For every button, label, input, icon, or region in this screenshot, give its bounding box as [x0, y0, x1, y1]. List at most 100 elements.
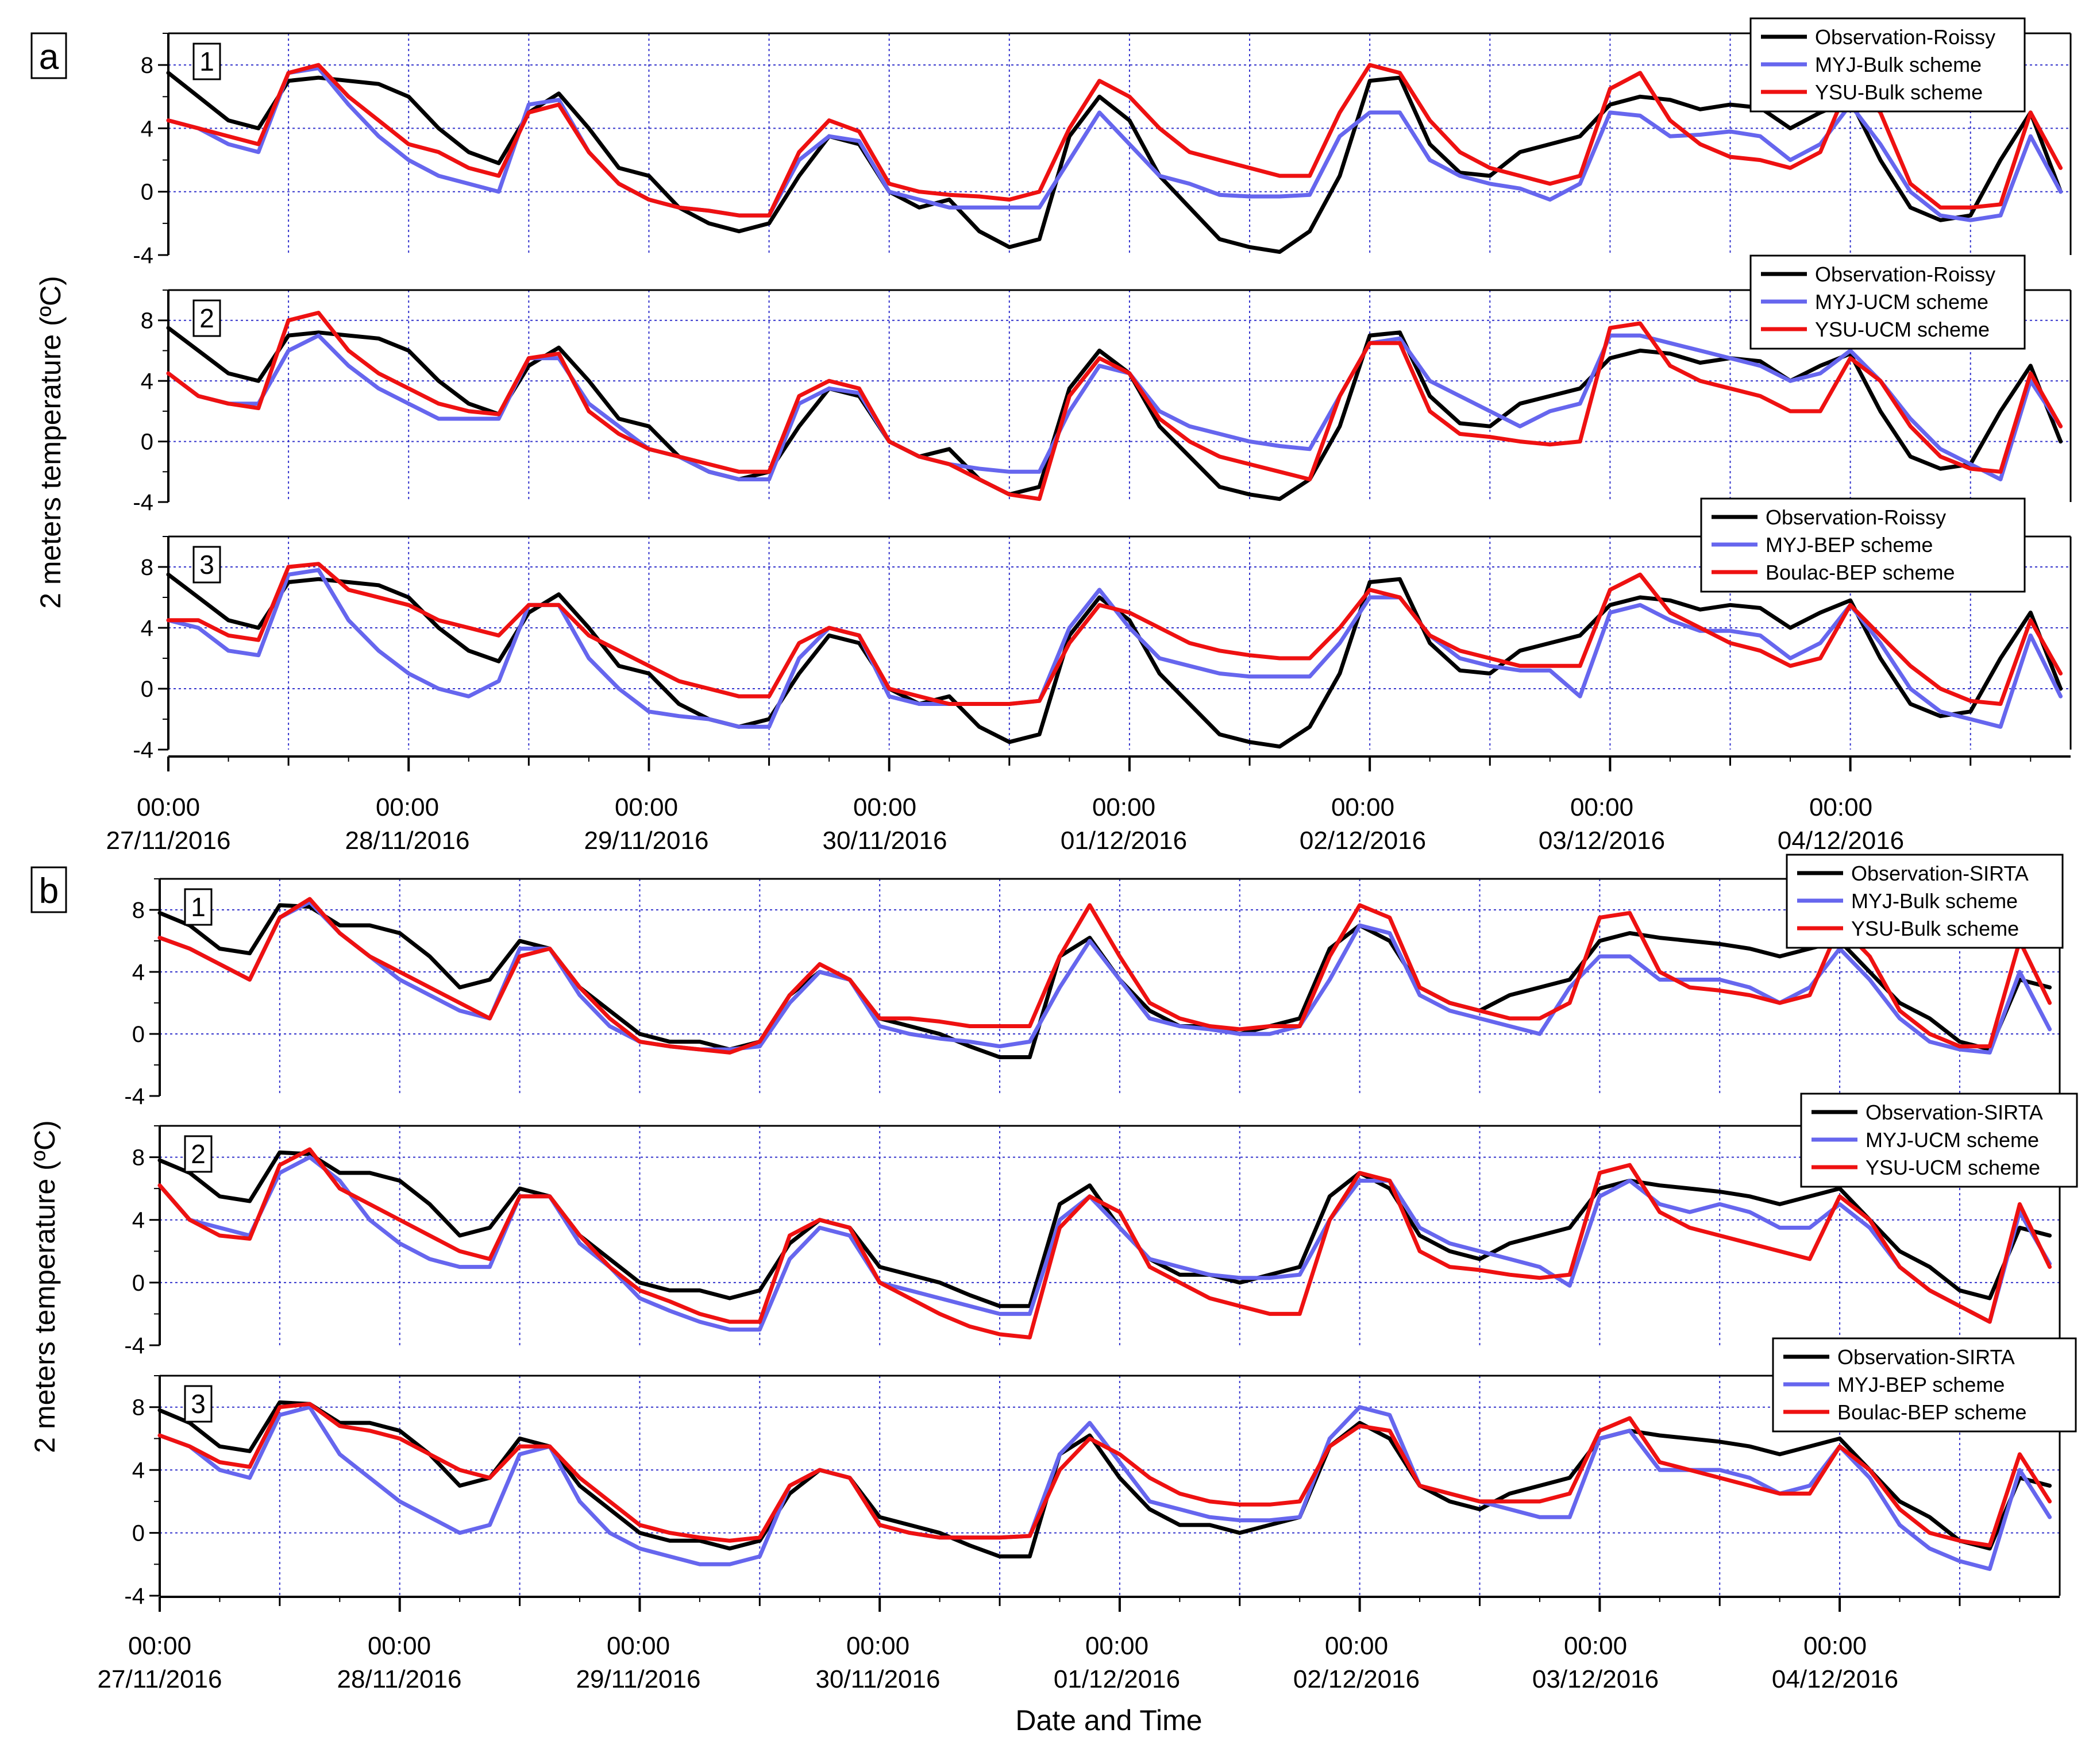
- time-label: 00:00: [376, 793, 439, 821]
- time-label: 00:00: [1085, 1632, 1148, 1660]
- y-tick-label: -4: [133, 738, 153, 763]
- y-tick-label: 0: [141, 430, 153, 455]
- series-line-ysu-ucm-scheme: [157, 1147, 2052, 1340]
- date-label: 01/12/2016: [1054, 1665, 1180, 1693]
- date-label: 03/12/2016: [1539, 827, 1665, 855]
- legend-label: YSU-UCM scheme: [1815, 318, 1990, 341]
- y-tick-label: 8: [132, 898, 145, 923]
- panel-b-box: [30, 866, 67, 913]
- subplot-b1: -4 0 4 8 1 Observation-SIRTA MYJ-Bulk scheme YS…: [124, 854, 2064, 1109]
- subplot-number-box: [184, 1135, 213, 1173]
- series-line-observation-roissy: [166, 326, 2063, 501]
- time-label: 00:00: [1809, 793, 1872, 821]
- y-tick-label: 0: [132, 1022, 145, 1047]
- legend-label: Observation-Roissy: [1815, 263, 1995, 286]
- y-tick-label: 0: [141, 180, 153, 205]
- time-label: 00:00: [137, 793, 200, 821]
- time-label: 00:00: [1325, 1632, 1388, 1660]
- subplot-b2: -4 0 4 8 2 Observation-SIRTA MYJ-UCM scheme YSU…: [124, 1093, 2078, 1358]
- subplot-number-box: [192, 43, 221, 80]
- date-label: 02/12/2016: [1293, 1665, 1420, 1693]
- legend-label: MYJ-Bulk scheme: [1815, 53, 1982, 76]
- series-line-ysu-ucm-scheme: [166, 311, 2063, 501]
- y-tick-label: -4: [133, 243, 153, 268]
- date-label: 04/12/2016: [1778, 827, 1904, 855]
- x-axis-title: Date and Time: [1015, 1704, 1202, 1736]
- subplot-a2: -4 0 4 8 2 Observation-Roissy MYJ-UCM scheme YS…: [133, 254, 2072, 515]
- legend-label: MYJ-UCM scheme: [1866, 1128, 2039, 1152]
- series-line-myj-bulk-scheme: [157, 900, 2052, 1055]
- y-tick-label: 8: [141, 53, 153, 78]
- subplot-number: 3: [191, 1389, 206, 1419]
- date-label: 28/11/2016: [345, 827, 470, 855]
- legend-label: Observation-SIRTA: [1837, 1345, 2015, 1369]
- legend: Observation-SIRTA MYJ-BEP scheme Boulac-BE…: [1772, 1337, 2077, 1433]
- y-tick-label: -4: [124, 1084, 145, 1109]
- series-line-boulac-bep-scheme: [157, 1402, 2052, 1547]
- subplot-b3: -4 0 4 8 3 Observation-SIRTA MYJ-BEP scheme Bou…: [124, 1337, 2077, 1609]
- x-axis-b: [159, 1596, 2060, 1612]
- legend-label: Boulac-BEP scheme: [1766, 561, 1955, 584]
- y-tick-label: 4: [141, 116, 153, 141]
- subplot-number-box: [184, 888, 213, 926]
- legend-label: MYJ-BEP scheme: [1766, 533, 1933, 557]
- y-tick-label: -4: [124, 1584, 145, 1609]
- subplot-number: 2: [191, 1139, 206, 1169]
- panel-b-letter: b: [39, 871, 59, 911]
- y-tick-label: 8: [141, 308, 153, 334]
- series-line-observation-roissy: [166, 71, 2063, 254]
- subplot-a3: -4 0 4 8 3 Observation-Roissy MYJ-BEP scheme Bo…: [133, 497, 2072, 763]
- panel-a-letter: a: [39, 37, 59, 77]
- plot-layer: -4 0 4 8 1 Observation-Roissy MYJ-Bulk scheme Y…: [124, 17, 2078, 1612]
- panel-a-box: [30, 32, 67, 79]
- time-label: 00:00: [846, 1632, 909, 1660]
- subplot-number: 1: [191, 892, 206, 922]
- legend-label: MYJ-UCM scheme: [1815, 290, 1988, 314]
- time-label: 00:00: [368, 1632, 431, 1660]
- date-label: 27/11/2016: [106, 827, 231, 855]
- series-line-ysu-bulk-scheme: [157, 897, 2052, 1055]
- date-label: 27/11/2016: [98, 1665, 222, 1693]
- series-line-myj-ucm-scheme: [157, 1155, 2052, 1332]
- time-label: 00:00: [128, 1632, 191, 1660]
- y-tick-label: 4: [132, 1458, 145, 1483]
- legend: Observation-SIRTA MYJ-Bulk scheme YSU-Bulk…: [1786, 854, 2064, 949]
- y-tick-label: -4: [124, 1333, 145, 1358]
- date-label: 28/11/2016: [337, 1665, 462, 1693]
- date-axis-b: 00:00 00:00 00:00 00:00 00:00 00:00 00:0…: [98, 1632, 1899, 1693]
- legend-label: Observation-SIRTA: [1866, 1101, 2043, 1124]
- legend: Observation-Roissy MYJ-UCM scheme YSU-UCM …: [1749, 254, 2026, 350]
- legend-label: YSU-Bulk scheme: [1815, 80, 1983, 104]
- time-label: 00:00: [1092, 793, 1155, 821]
- y-tick-label: 4: [132, 960, 145, 985]
- y-tick-label: 8: [132, 1395, 145, 1421]
- legend: Observation-Roissy MYJ-BEP scheme Boulac-B…: [1700, 497, 2026, 593]
- date-label: 02/12/2016: [1300, 827, 1426, 855]
- date-label: 29/11/2016: [576, 1665, 701, 1693]
- time-label: 00:00: [1331, 793, 1394, 821]
- time-label: 00:00: [1803, 1632, 1867, 1660]
- subplot-number: 2: [199, 303, 214, 333]
- legend-label: MYJ-Bulk scheme: [1851, 889, 2018, 913]
- legend: Observation-SIRTA MYJ-UCM scheme YSU-UCM s…: [1800, 1093, 2078, 1188]
- y-tick-label: 8: [132, 1145, 145, 1171]
- subplot-number-box: [184, 1385, 213, 1423]
- time-label: 00:00: [853, 793, 916, 821]
- y-axis-title-b: 2 meters temperature (ºC): [29, 1120, 61, 1453]
- y-tick-label: 8: [141, 555, 153, 580]
- time-label: 00:00: [615, 793, 678, 821]
- subplot-number-box: [192, 299, 221, 337]
- series-line-myj-bep-scheme: [166, 568, 2063, 729]
- time-label: 00:00: [607, 1632, 670, 1660]
- y-tick-label: -4: [133, 490, 153, 515]
- date-axis-a: 00:00 00:00 00:00 00:00 00:00 00:00 00:0…: [106, 793, 1905, 855]
- series-line-myj-ucm-scheme: [166, 333, 2063, 481]
- y-tick-label: 4: [141, 616, 153, 641]
- y-tick-label: 0: [132, 1271, 145, 1296]
- date-label: 29/11/2016: [584, 827, 709, 855]
- subplot-number: 3: [199, 550, 214, 580]
- series-line-myj-bulk-scheme: [166, 66, 2063, 222]
- y-axis-title-a: 2 meters temperature (ºC): [34, 276, 67, 609]
- subplot-a1: -4 0 4 8 1 Observation-Roissy MYJ-Bulk scheme Y…: [133, 17, 2072, 268]
